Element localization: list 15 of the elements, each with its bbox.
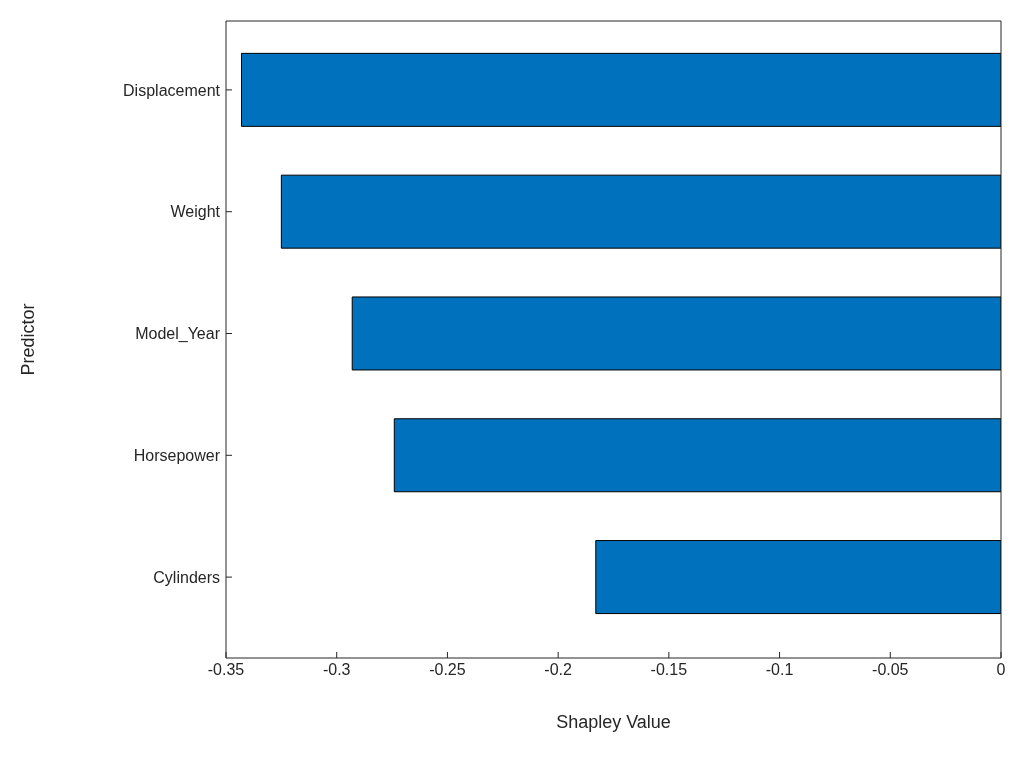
x-tick-label: -0.3 bbox=[322, 661, 351, 679]
y-tick-label: Cylinders bbox=[153, 568, 220, 586]
x-tick-label: -0.35 bbox=[207, 661, 245, 679]
x-tick-label: -0.15 bbox=[650, 661, 688, 679]
x-tick-label: -0.05 bbox=[872, 661, 909, 679]
x-tick-label: -0.25 bbox=[429, 661, 466, 679]
x-axis-title: Shapley Value bbox=[556, 712, 671, 732]
y-tick-label: Weight bbox=[170, 203, 221, 221]
y-axis-title: Predictor bbox=[18, 303, 39, 376]
x-tick-label: -0.1 bbox=[765, 661, 794, 679]
y-tick-label: Horsepower bbox=[133, 446, 221, 464]
y-tick-label: Model_Year bbox=[135, 325, 221, 344]
x-tick-label: -0.2 bbox=[544, 661, 573, 679]
y-tick-label: Displacement bbox=[123, 81, 221, 99]
x-tick-label: 0 bbox=[996, 661, 1006, 679]
